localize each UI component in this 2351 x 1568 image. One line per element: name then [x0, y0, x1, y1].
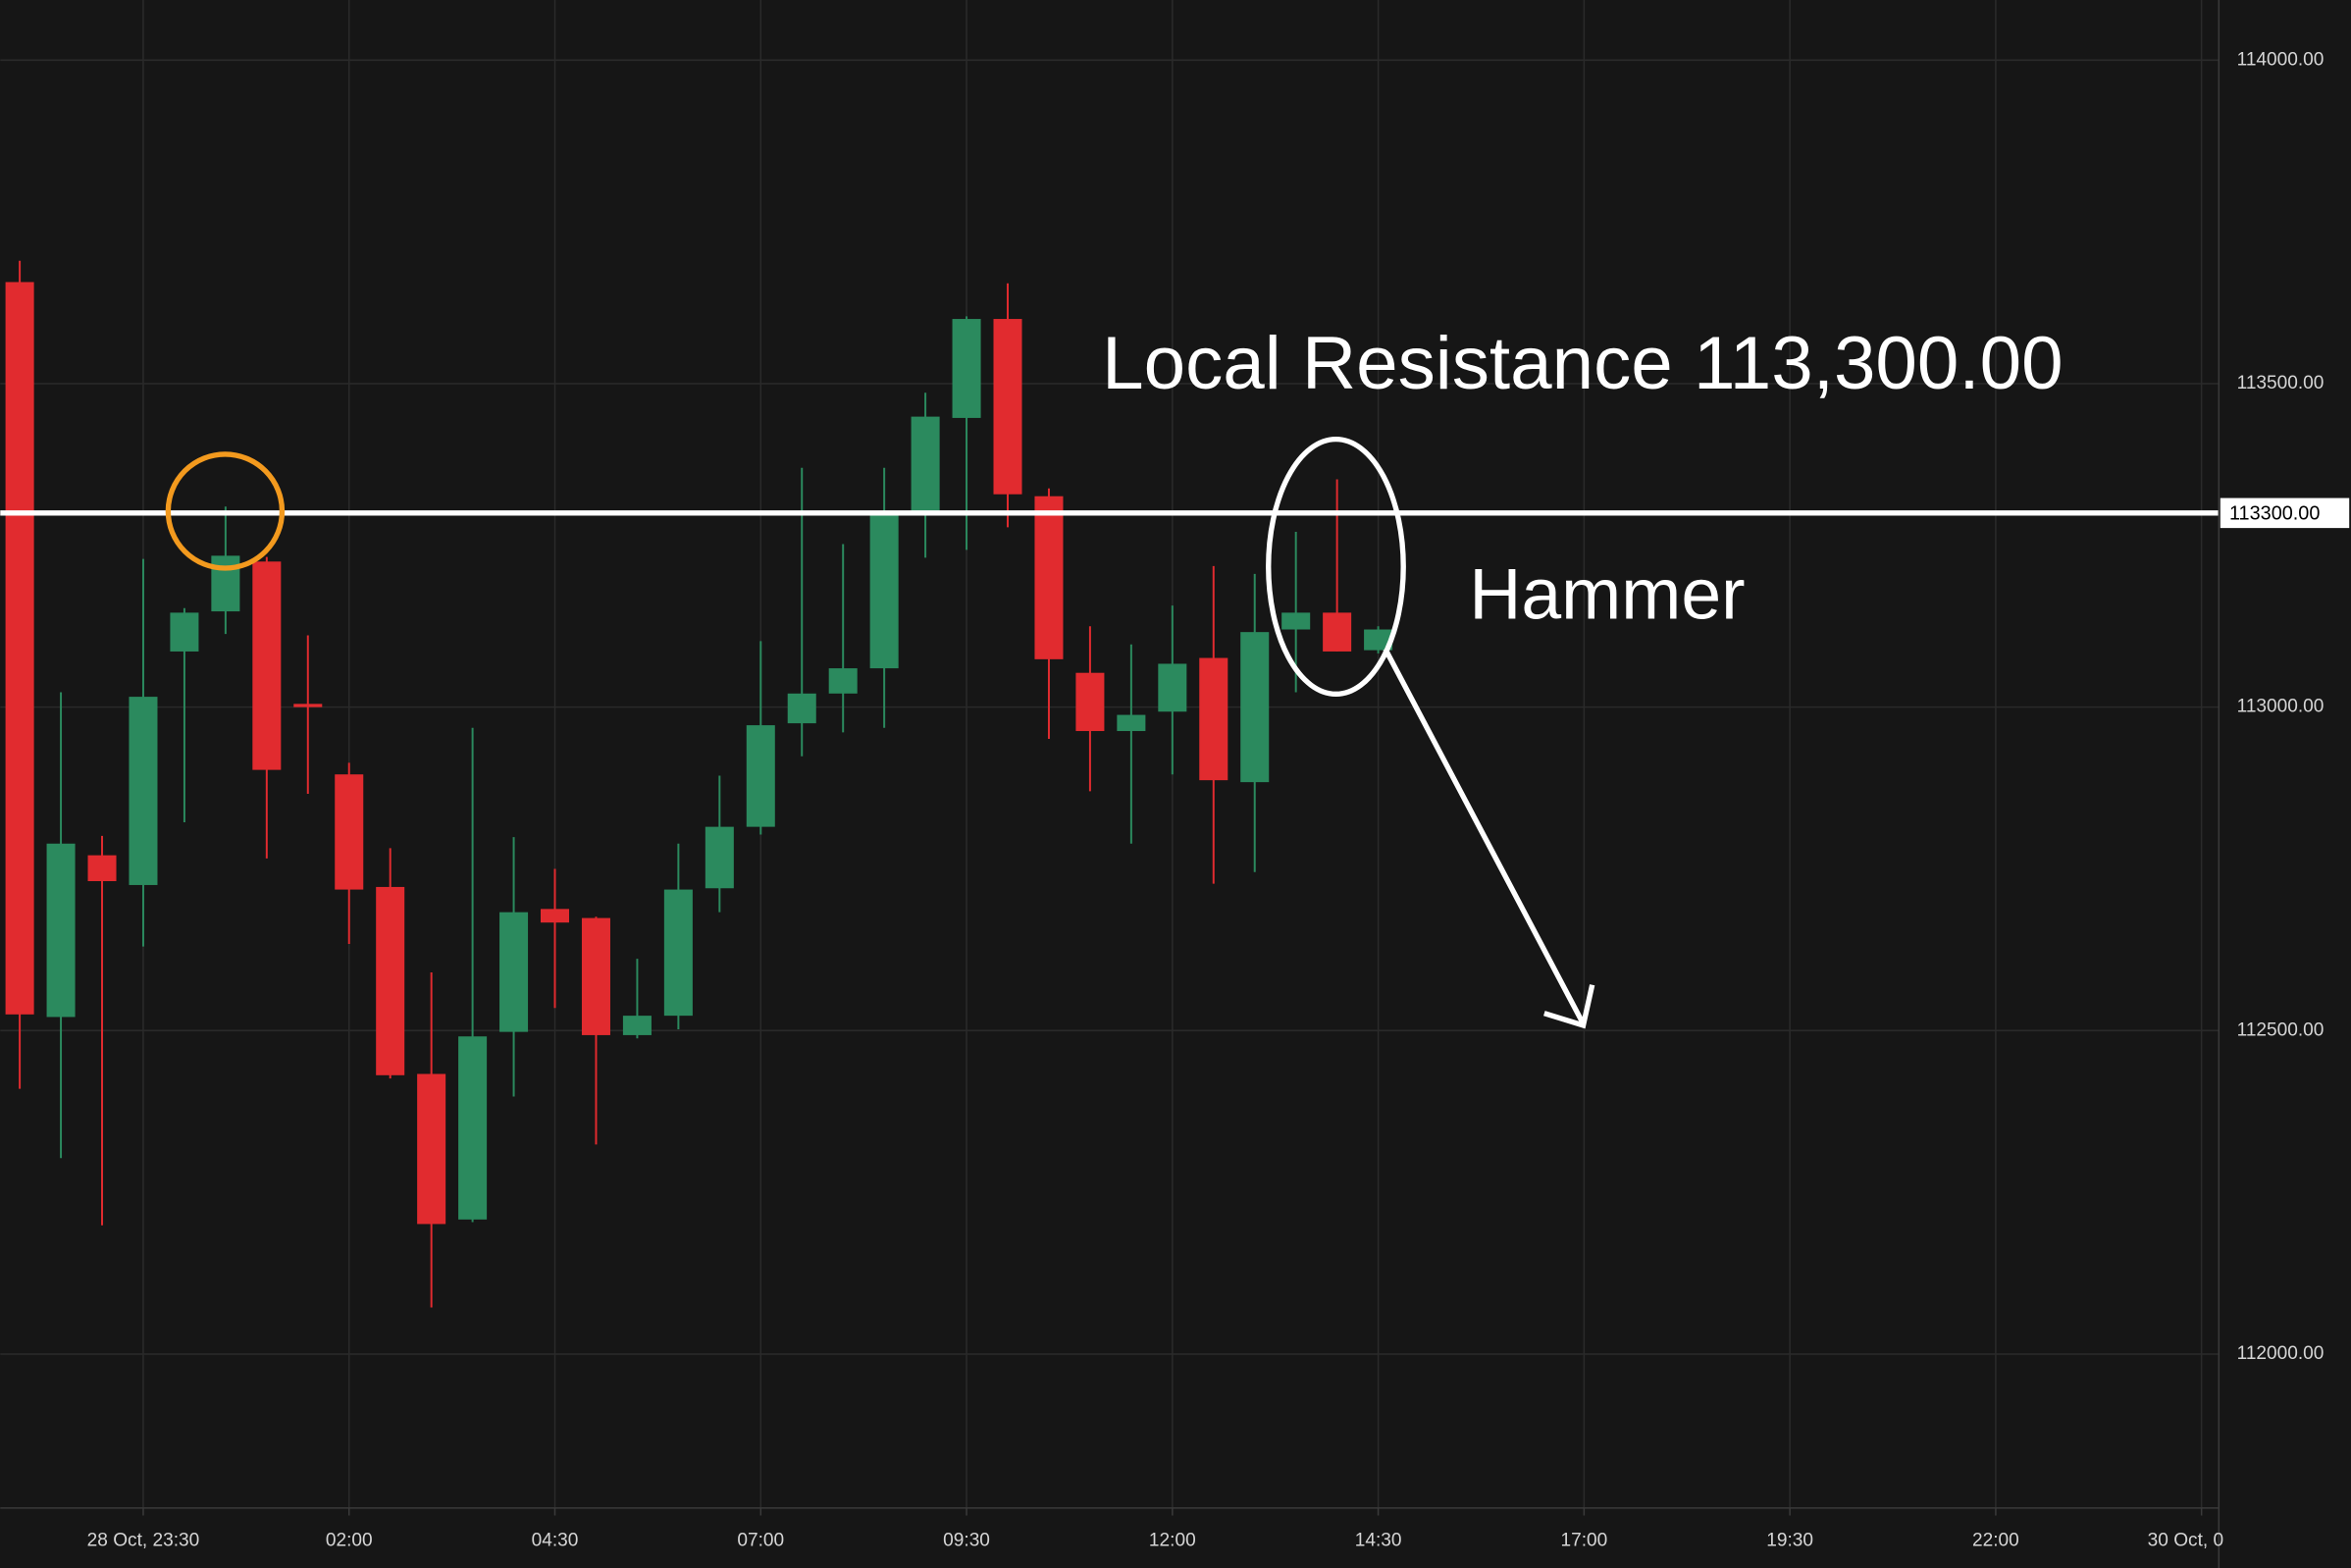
- candle-body: [170, 612, 199, 652]
- candle-body: [787, 693, 816, 724]
- candle-body: [828, 668, 858, 694]
- y-tick-label: 112000.00: [2237, 1343, 2325, 1364]
- resistance-text: Local Resistance 113,300.00: [1102, 322, 2063, 405]
- x-tick-label: 30 Oct, 0: [2148, 1531, 2223, 1551]
- x-tick-label: 12:00: [1149, 1531, 1196, 1551]
- candle-body: [1323, 612, 1352, 652]
- candle-body: [1199, 657, 1228, 781]
- candle-body: [869, 515, 899, 669]
- axes: 112000.00 112500.00 113000.00 113500.00 1140…: [87, 49, 2350, 1551]
- candle-body: [458, 1036, 488, 1220]
- candle-body: [1075, 672, 1105, 732]
- candle-body: [46, 843, 76, 1018]
- candle-body: [663, 889, 693, 1017]
- candle-body: [1281, 612, 1311, 630]
- y-tick-label: 113500.00: [2237, 373, 2325, 393]
- highlight-circle: [165, 451, 286, 571]
- candle-body: [87, 855, 117, 882]
- x-tick-label: 28 Oct, 23:30: [87, 1531, 200, 1551]
- arrow-head: [1543, 984, 1595, 1029]
- candle-body: [1117, 714, 1146, 732]
- candle-body: [499, 912, 529, 1032]
- y-tick-label: 112500.00: [2237, 1019, 2325, 1040]
- candle-body: [252, 561, 282, 770]
- pattern-text: Hammer: [1469, 553, 1745, 634]
- candle-body: [1158, 663, 1187, 712]
- x-tick-label: 09:30: [943, 1531, 990, 1551]
- candle-body: [705, 826, 734, 889]
- annotations: Local Resistance 113,300.00 Hammer: [165, 322, 2064, 1029]
- candle-body: [993, 319, 1022, 495]
- x-tick-label: 14:30: [1355, 1531, 1402, 1551]
- candle-body: [1034, 496, 1064, 659]
- candle-body: [417, 1073, 446, 1225]
- price-label-box: [2220, 497, 2350, 529]
- x-tick-label: 19:30: [1766, 1531, 1813, 1551]
- highlight-ellipse: [1266, 436, 1406, 698]
- y-tick-label: 113000.00: [2237, 697, 2325, 717]
- candle-body: [376, 886, 405, 1075]
- candle-body: [335, 774, 364, 890]
- candle-body: [211, 555, 240, 612]
- candle-body: [1240, 632, 1270, 783]
- x-tick-label: 02:00: [326, 1531, 373, 1551]
- candle-body: [952, 319, 981, 418]
- candle-body: [293, 704, 323, 707]
- candle-body: [1364, 629, 1393, 651]
- candle-body: [5, 282, 34, 1015]
- price-label: 113300.00: [2229, 503, 2320, 525]
- y-tick-label: 114000.00: [2237, 49, 2325, 70]
- x-tick-label: 07:00: [737, 1531, 784, 1551]
- candle-body: [129, 697, 158, 885]
- arrow-line: [1383, 648, 1586, 1025]
- x-tick-label: 22:00: [1972, 1531, 2019, 1551]
- candle-body: [622, 1016, 652, 1035]
- candle-body: [746, 725, 775, 827]
- x-tick-label: 04:30: [532, 1531, 579, 1551]
- candle-body: [540, 909, 570, 923]
- x-tick-label: 17:00: [1560, 1531, 1607, 1551]
- candle-body: [581, 917, 610, 1035]
- candles: [0, 260, 2220, 1308]
- candle-body: [911, 416, 940, 516]
